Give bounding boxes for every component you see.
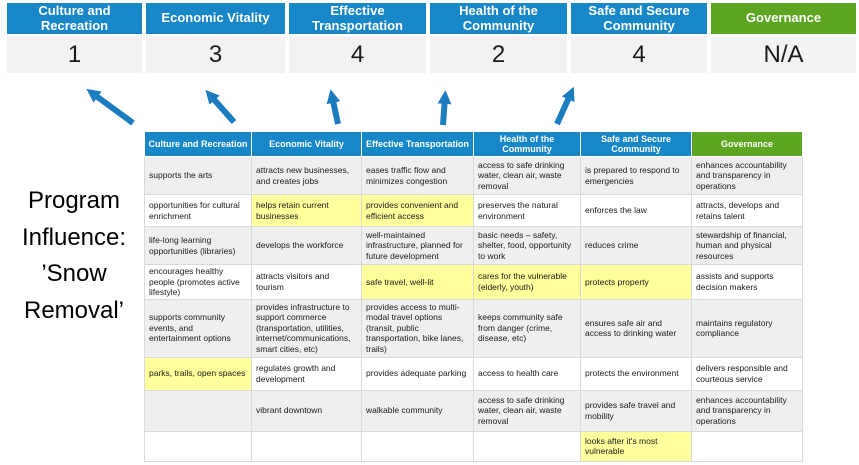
- matrix-header-transportation: Effective Transportation: [361, 131, 474, 157]
- matrix-cell: assists and supports decision makers: [691, 264, 803, 300]
- matrix-cell: enforces the law: [580, 194, 692, 227]
- matrix-cell: regulates growth and development: [251, 356, 362, 391]
- matrix-header-culture: Culture and Recreation: [144, 131, 252, 157]
- priority-header: Health of the Community: [430, 3, 567, 34]
- priority-column-economic: Economic Vitality 3: [146, 3, 285, 73]
- priority-score: 3: [146, 36, 285, 73]
- priority-header: Safe and Secure Community: [571, 3, 707, 34]
- matrix-cell: cares for the vulnerable (elderly, youth…: [473, 264, 581, 300]
- table-row: supports community events, and entertain…: [144, 298, 803, 358]
- up-arrow-icon: [554, 86, 575, 126]
- priority-column-health: Health of the Community 2: [430, 3, 567, 73]
- up-arrow-icon: [205, 89, 237, 124]
- priority-column-safety: Safe and Secure Community 4: [571, 3, 707, 73]
- matrix-cell: enhances accountability and transparency…: [691, 156, 803, 195]
- influence-matrix: Culture and Recreation Economic Vitality…: [144, 131, 803, 462]
- priority-header: Culture and Recreation: [7, 3, 142, 34]
- matrix-cell: provides safe travel and mobility: [580, 389, 692, 432]
- matrix-cell: protects the environment: [580, 356, 692, 391]
- matrix-cell: attracts, develops and retains talent: [691, 194, 803, 227]
- table-row: vibrant downtown walkable community acce…: [144, 389, 803, 432]
- program-label-line: Removal’: [23, 296, 125, 324]
- priority-score: 4: [571, 36, 707, 73]
- up-arrow-icon: [326, 89, 341, 125]
- matrix-cell: [361, 430, 474, 462]
- priority-header: Effective Transportation: [289, 3, 426, 34]
- priority-header: Economic Vitality: [146, 3, 285, 34]
- table-row: supports the arts attracts new businesse…: [144, 156, 803, 195]
- matrix-cell: delivers responsible and courteous servi…: [691, 356, 803, 391]
- table-row: looks after it's most vulnerable: [144, 430, 803, 462]
- matrix-cell: maintains regulatory compliance: [691, 298, 803, 358]
- matrix-cell: ensures safe air and access to drinking …: [580, 298, 692, 358]
- priority-score: N/A: [711, 36, 856, 73]
- matrix-cell: access to safe drinking water, clean air…: [473, 389, 581, 432]
- matrix-header-row: Culture and Recreation Economic Vitality…: [144, 131, 803, 157]
- matrix-cell: [251, 430, 362, 462]
- matrix-header-health: Health of the Community: [473, 131, 581, 157]
- matrix-cell: stewardship of financial, human and phys…: [691, 226, 803, 265]
- matrix-cell: enhances accountability and transparency…: [691, 389, 803, 432]
- matrix-header-governance: Governance: [691, 131, 803, 157]
- priority-column-transportation: Effective Transportation 4: [289, 3, 426, 73]
- matrix-cell: vibrant downtown: [251, 389, 362, 432]
- matrix-cell: supports community events, and entertain…: [144, 298, 252, 358]
- matrix-cell: well-maintained infrastructure, planned …: [361, 226, 474, 265]
- matrix-cell: basic needs – safety, shelter, food, opp…: [473, 226, 581, 265]
- matrix-cell: attracts new businesses, and creates job…: [251, 156, 362, 195]
- matrix-cell: provides adequate parking: [361, 356, 474, 391]
- matrix-cell: attracts visitors and tourism: [251, 264, 362, 300]
- table-row: life-long learning opportunities (librar…: [144, 226, 803, 265]
- up-arrow-icon: [86, 88, 135, 126]
- matrix-cell: looks after it's most vulnerable: [580, 430, 692, 462]
- matrix-cell: protects property: [580, 264, 692, 300]
- matrix-cell: encourages healthy people (promotes acti…: [144, 264, 252, 300]
- matrix-cell: safe travel, well-lit: [361, 264, 474, 300]
- matrix-cell: access to safe drinking water, clean air…: [473, 156, 581, 195]
- program-label-line: Program: [27, 187, 121, 214]
- matrix-header-safety: Safe and Secure Community: [580, 131, 692, 157]
- matrix-cell: keeps community safe from danger (crime,…: [473, 298, 581, 358]
- matrix-cell: eases traffic flow and minimizes congest…: [361, 156, 474, 195]
- matrix-cell: preserves the natural environment: [473, 194, 581, 227]
- priority-score: 1: [7, 36, 142, 73]
- matrix-cell: walkable community: [361, 389, 474, 432]
- program-label-line: ’Snow: [41, 260, 107, 287]
- program-influence-label: Program Influence: ’Snow Removal’: [0, 183, 148, 329]
- priority-header: Governance: [711, 3, 856, 34]
- matrix-cell: develops the workforce: [251, 226, 362, 265]
- priority-column-governance: Governance N/A: [711, 3, 856, 73]
- program-label-line: Influence:: [21, 223, 127, 251]
- table-row: opportunities for cultural enrichment he…: [144, 194, 803, 227]
- up-arrow-icon: [437, 90, 452, 126]
- matrix-cell: [144, 430, 252, 462]
- matrix-cell: parks, trails, open spaces: [144, 356, 252, 391]
- matrix-cell: provides access to multi-modal travel op…: [361, 298, 474, 358]
- matrix-cell: [473, 430, 581, 462]
- priority-scoreboard: Culture and Recreation 1 Economic Vitali…: [7, 3, 856, 73]
- table-row: parks, trails, open spaces regulates gro…: [144, 356, 803, 391]
- priority-column-culture: Culture and Recreation 1: [7, 3, 142, 73]
- matrix-header-economic: Economic Vitality: [251, 131, 362, 157]
- matrix-cell: life-long learning opportunities (librar…: [144, 226, 252, 265]
- matrix-cell: supports the arts: [144, 156, 252, 195]
- priority-score: 4: [289, 36, 426, 73]
- matrix-cell: is prepared to respond to emergencies: [580, 156, 692, 195]
- matrix-cell: helps retain current businesses: [251, 194, 362, 227]
- matrix-cell: [144, 389, 252, 432]
- table-row: encourages healthy people (promotes acti…: [144, 264, 803, 300]
- matrix-cell: reduces crime: [580, 226, 692, 265]
- matrix-cell: provides convenient and efficient access: [361, 194, 474, 227]
- matrix-cell: provides infrastructure to support comme…: [251, 298, 362, 358]
- priority-score: 2: [430, 36, 567, 73]
- matrix-cell: [691, 430, 803, 462]
- matrix-cell: opportunities for cultural enrichment: [144, 194, 252, 227]
- matrix-cell: access to health care: [473, 356, 581, 391]
